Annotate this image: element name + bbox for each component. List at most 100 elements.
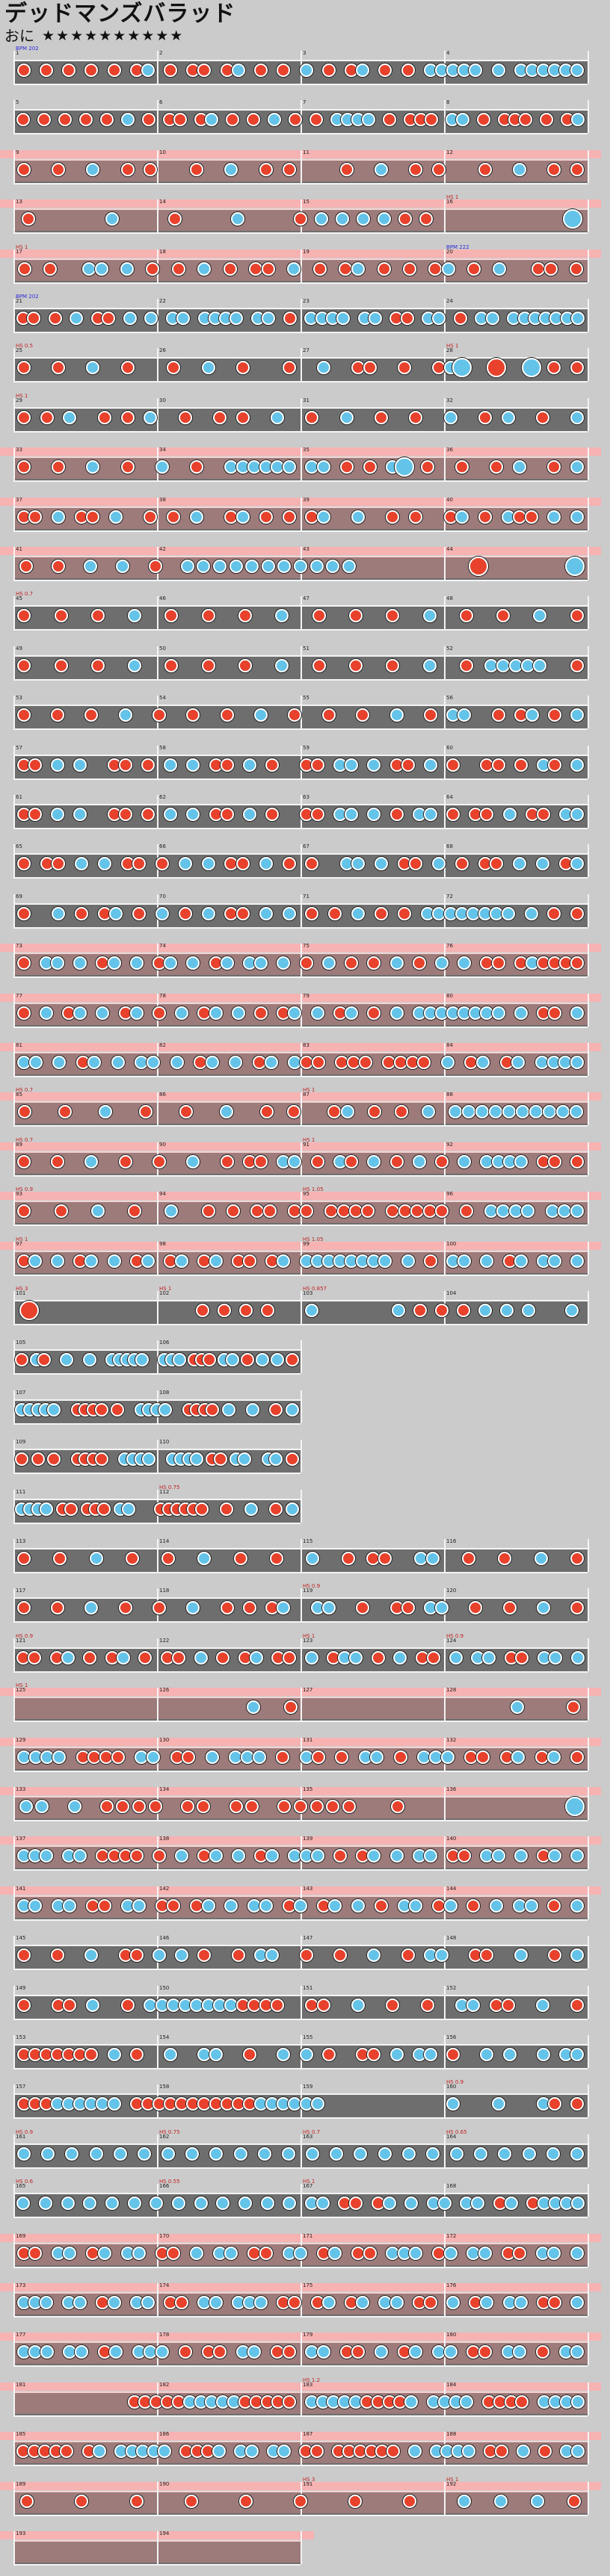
ka-note [265,1849,280,1863]
don-note [383,113,396,127]
chart-row: 5 6 7 8 [0,96,610,145]
bar-line [157,51,158,84]
ka-note [171,2196,185,2211]
measure-number: 114 [159,1538,170,1544]
ka-note [249,1650,263,1665]
ka-note [141,64,155,77]
ka-note [61,1650,75,1665]
bar-line-end [588,100,589,134]
measure-number: 149 [16,1984,26,1991]
ka-note [285,1502,299,1516]
bar-line [157,645,158,679]
ka-note [367,808,381,821]
don-note [265,808,280,821]
don-note [220,708,234,722]
bar-line [13,51,15,84]
ka-note [556,1105,570,1119]
bar-line [157,1539,158,1572]
don-note [366,1552,380,1565]
ka-note [99,1105,112,1119]
chart-row: 137 138 139 140 [0,1832,610,1881]
ka-note [474,2146,488,2161]
ka-note [83,2196,97,2211]
scroll-speed-label: HS 1 [303,1087,315,1094]
measure-number: 80 [446,992,453,999]
ka-note [109,510,123,524]
measure-number: 90 [159,1141,166,1148]
bar-line [444,795,446,828]
ka-note [237,1452,251,1467]
bar-line [13,1142,15,1175]
don-note [138,1650,152,1665]
don-note [141,758,155,772]
bar-line [13,1836,15,1870]
don-note [299,1948,313,1963]
bar-line [13,100,15,134]
measure-number: 155 [303,2034,313,2040]
measure-number: 69 [16,893,22,900]
don-note [214,1452,228,1467]
measure-number: 76 [446,943,453,950]
ka-note [186,758,200,772]
ka-note [513,162,527,176]
don-note [327,1105,341,1119]
ka-note [485,312,499,325]
chart-row: 73 74 75 76 [0,939,610,988]
measure-number: 133 [16,1786,26,1792]
don-note [16,410,31,424]
measure-number: 139 [303,1836,313,1842]
don-note [335,1750,349,1764]
measure-number: 73 [16,943,22,950]
ka-note [269,1452,283,1467]
don-note [260,1105,274,1119]
bar-line [444,596,446,630]
ka-note [84,560,98,573]
measure-number: 108 [159,1389,170,1396]
scroll-speed-label: HS 0.9 [303,1583,321,1590]
chart-row: 113 114 115 116 [0,1535,610,1584]
ka-note [570,2146,584,2161]
ka-note [73,808,87,821]
note-chart: 1 2 3 4 BPM 202 5 6 7 8 9 10 11 12 13 14 15 16 HS 1 17 18 19… [0,46,610,2569]
measure-number: 101 [16,1290,26,1296]
don-note [167,361,181,375]
measure-number: 39 [303,496,309,503]
don-note [118,1154,132,1168]
don-note [389,1154,404,1168]
ka-note [529,1105,543,1119]
don-note [52,162,65,176]
measure-number: 97 [16,1240,22,1247]
don-note [348,2494,363,2508]
bar-line [444,1787,446,1820]
ka-note [375,2345,388,2359]
bar-line [301,2184,302,2217]
scroll-speed-label: HS 1 [446,343,459,350]
bar-line-end [588,2432,589,2465]
don-note [570,956,585,970]
don-note [50,1601,64,1615]
don-note [459,658,473,672]
don-note [371,1650,385,1665]
chart-row: 53 54 55 56 [0,691,610,740]
ka-note [52,510,65,524]
measure-number: 56 [446,695,453,702]
don-note [398,212,412,226]
measure-number: 130 [159,1736,170,1743]
ka-note [351,857,366,871]
don-note [490,857,504,871]
don-note [196,1304,210,1317]
chart-row: 129 130 131 132 [0,1733,610,1783]
ka-note [537,2048,551,2061]
don-note [152,1849,166,1863]
ka-note [73,1849,87,1863]
don-note [132,906,146,920]
don-note [494,2445,508,2459]
ka-note [490,1898,504,1913]
don-note [171,1650,185,1665]
ka-note [120,261,135,276]
ka-note [522,2146,536,2161]
chart-row: 41 42 43 44 [0,542,610,592]
chart-row: 9 10 11 12 [0,146,610,195]
measure-number: 151 [303,1984,313,1991]
ka-note [216,2196,230,2211]
